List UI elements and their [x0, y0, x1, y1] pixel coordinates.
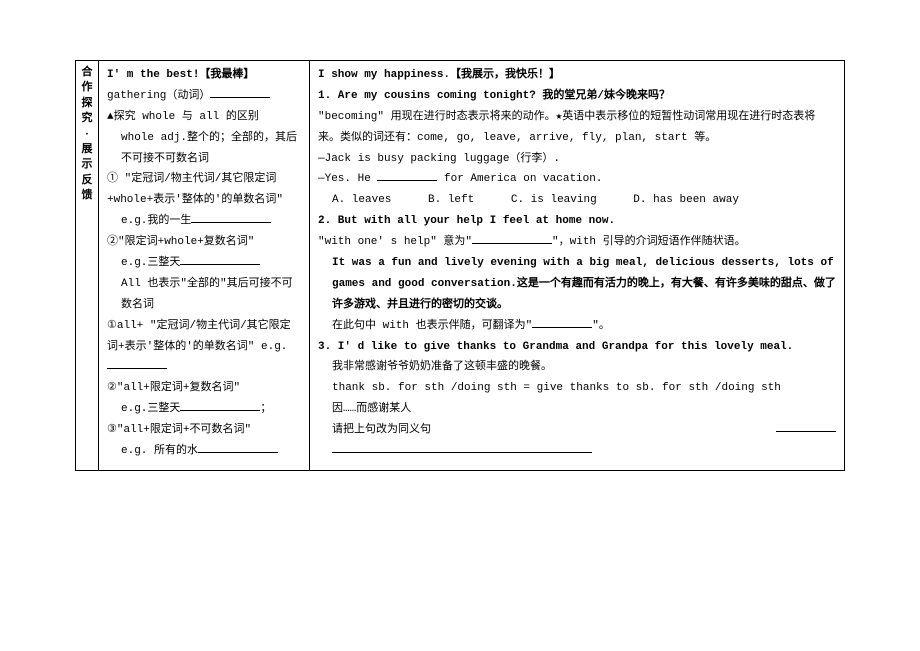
- blank: [377, 171, 437, 182]
- worksheet-table: 合 作 探 究 · 展 示 反 馈 I' m the best!【我最棒】 ga…: [75, 60, 845, 471]
- blank: [776, 421, 836, 432]
- blank: [180, 400, 260, 411]
- right-header: I show my happiness.【我展示，我快乐！】: [318, 65, 836, 86]
- opt-c: C. is leaving: [511, 194, 597, 206]
- q3-task: 请把上句改为同义句: [332, 424, 431, 436]
- side-char: 作: [82, 80, 93, 95]
- blank: [107, 359, 167, 370]
- q3-meaning: 因……而感谢某人: [318, 399, 836, 420]
- left-p11b: ；: [260, 403, 271, 415]
- side-char: ·: [85, 127, 89, 142]
- q1-sentence2b: for America on vacation.: [437, 173, 602, 185]
- left-p8: All 也表示"全部的"其后可接不可数名词: [107, 274, 301, 316]
- q1-sentence2a: —Yes. He: [318, 173, 377, 185]
- left-column: I' m the best!【我最棒】 gathering（动词） ▲探究 wh…: [99, 61, 310, 471]
- blank: [210, 87, 270, 98]
- left-header: I' m the best!【我最棒】: [107, 65, 301, 86]
- side-char: 馈: [82, 188, 93, 203]
- blank: [332, 442, 592, 453]
- side-char: 示: [82, 157, 93, 172]
- right-column: I show my happiness.【我展示，我快乐！】 1. Are my…: [310, 61, 845, 471]
- left-p5: e.g.我的一生: [121, 215, 191, 227]
- q3-rule: thank sb. for sth /doing sth = give than…: [318, 378, 836, 399]
- opt-d: D. has been away: [633, 194, 739, 206]
- blank: [472, 233, 552, 244]
- q3-title: 3. I' d like to give thanks to Grandma a…: [318, 337, 836, 358]
- q3-cn: 我非常感谢爷爷奶奶准备了这顿丰盛的晚餐。: [318, 357, 836, 378]
- side-char: 反: [82, 173, 93, 188]
- opt-a: A. leaves: [332, 194, 391, 206]
- q2-note-a: "with one' s help" 意为": [318, 236, 472, 248]
- q1-note: "becoming" 用现在进行时态表示将来的动作。★英语中表示移位的短暂性动词…: [318, 107, 836, 149]
- side-char: 探: [82, 96, 93, 111]
- left-p12: ③"all+限定词+不可数名词": [107, 420, 301, 441]
- section-label-cell: 合 作 探 究 · 展 示 反 馈: [76, 61, 99, 471]
- q2-in-a: 在此句中 with 也表示伴随，可翻译为": [332, 320, 532, 332]
- q1-options: A. leaves B. left C. is leaving D. has b…: [318, 190, 836, 211]
- left-p10: ②"all+限定词+复数名词": [107, 378, 301, 399]
- blank: [191, 212, 271, 223]
- q2-title: 2. But with all your help I feel at home…: [318, 211, 836, 232]
- q1-title: 1. Are my cousins coming tonight? 我的堂兄弟/…: [318, 86, 836, 107]
- side-char: 究: [82, 111, 93, 126]
- side-char: 展: [82, 142, 93, 157]
- left-p4: ① "定冠词/物主代词/其它限定词+whole+表示'整体的'的单数名词": [107, 169, 301, 211]
- left-p3: whole adj.整个的；全部的，其后不可接不可数名词: [107, 128, 301, 170]
- left-p2: ▲探究 whole 与 all 的区别: [107, 107, 301, 128]
- side-char: 合: [82, 65, 93, 80]
- left-p1: gathering（动词）: [107, 90, 210, 102]
- left-p7: e.g.三整天: [121, 257, 180, 269]
- opt-b: B. left: [428, 194, 474, 206]
- blank: [198, 442, 278, 453]
- q2-in-b: "。: [592, 320, 610, 332]
- q1-sentence1: —Jack is busy packing luggage（行李）.: [318, 149, 836, 170]
- left-p9: ①all+ "定冠词/物主代词/其它限定词+表示'整体的'的单数名词" e.g.: [107, 320, 291, 353]
- left-p11a: e.g.三整天: [121, 403, 180, 415]
- q2-note-b: "，with 引导的介词短语作伴随状语。: [552, 236, 746, 248]
- blank: [180, 254, 260, 265]
- blank: [532, 317, 592, 328]
- left-p6: ②"限定词+whole+复数名词": [107, 232, 301, 253]
- q2-example: It was a fun and lively evening with a b…: [318, 253, 836, 316]
- left-p13: e.g. 所有的水: [121, 445, 198, 457]
